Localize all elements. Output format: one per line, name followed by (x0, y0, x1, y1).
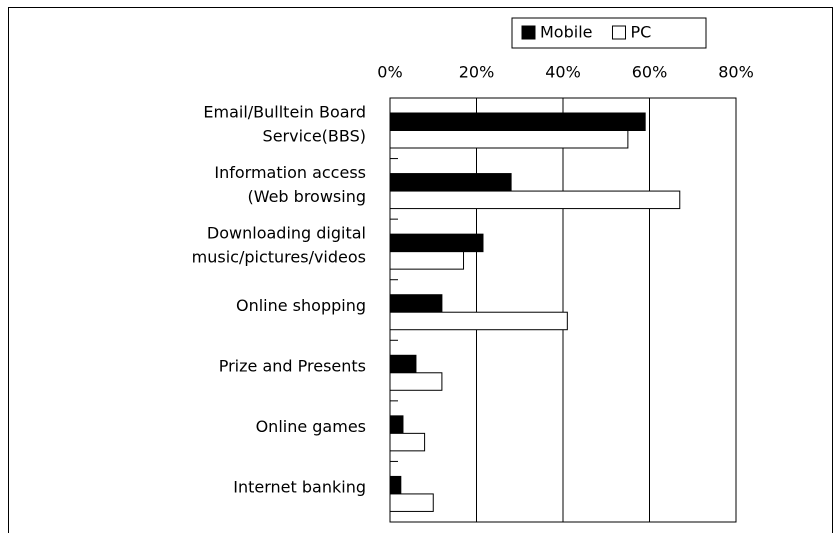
bar (389, 173, 512, 192)
y-tick-label: Internet banking (233, 477, 366, 496)
x-tick-label: 80% (718, 63, 754, 82)
bar (389, 372, 443, 391)
legend-label: Mobile (540, 23, 592, 42)
bar (389, 190, 681, 210)
legend-label: PC (630, 23, 651, 42)
y-tick-label: Online shopping (236, 296, 366, 315)
y-tick-label: Online games (256, 417, 366, 436)
y-tick-label: Information access (Web browsing (214, 162, 366, 205)
bar (389, 233, 484, 253)
x-tick-label: 40% (545, 63, 581, 82)
bar (389, 354, 417, 374)
y-tick-label: Prize and Presents (219, 356, 366, 375)
bar (389, 493, 434, 512)
bar (389, 294, 443, 313)
bar (389, 415, 404, 434)
bar (389, 475, 402, 495)
legend-swatch (521, 25, 536, 40)
legend-box (511, 17, 707, 49)
bar (389, 112, 646, 131)
bar (389, 311, 568, 331)
x-tick-label: 60% (632, 63, 668, 82)
bar (389, 251, 465, 270)
x-tick-label: 0% (377, 63, 402, 82)
bar (389, 432, 426, 452)
x-tick-label: 20% (459, 63, 495, 82)
y-tick-label: Email/Bulltein Board Service(BBS) (203, 102, 366, 145)
legend-swatch (611, 25, 626, 40)
bar (389, 130, 629, 149)
y-tick-label: Downloading digital music/pictures/videos (192, 223, 366, 266)
frame (8, 7, 833, 533)
